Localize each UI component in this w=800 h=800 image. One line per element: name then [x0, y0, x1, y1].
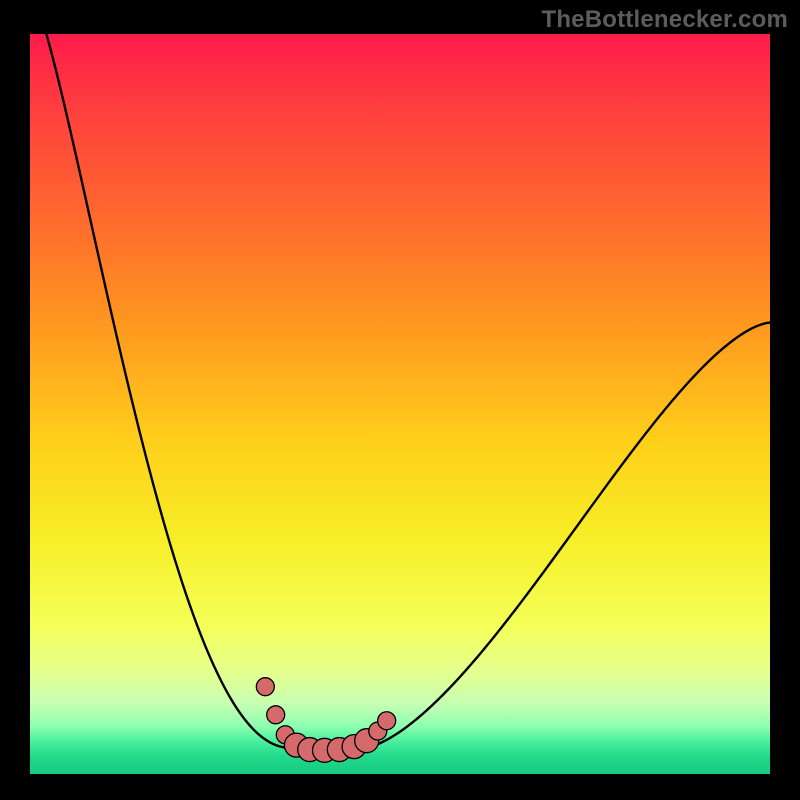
- plot-svg: [30, 34, 770, 774]
- gradient-background: [30, 34, 770, 774]
- stage: TheBottlenecker.com: [0, 0, 800, 800]
- watermark-text: TheBottlenecker.com: [541, 6, 788, 34]
- plot-area: [30, 34, 770, 774]
- marker-dot: [267, 706, 285, 724]
- marker-dot: [378, 712, 396, 730]
- marker-dot: [256, 678, 274, 696]
